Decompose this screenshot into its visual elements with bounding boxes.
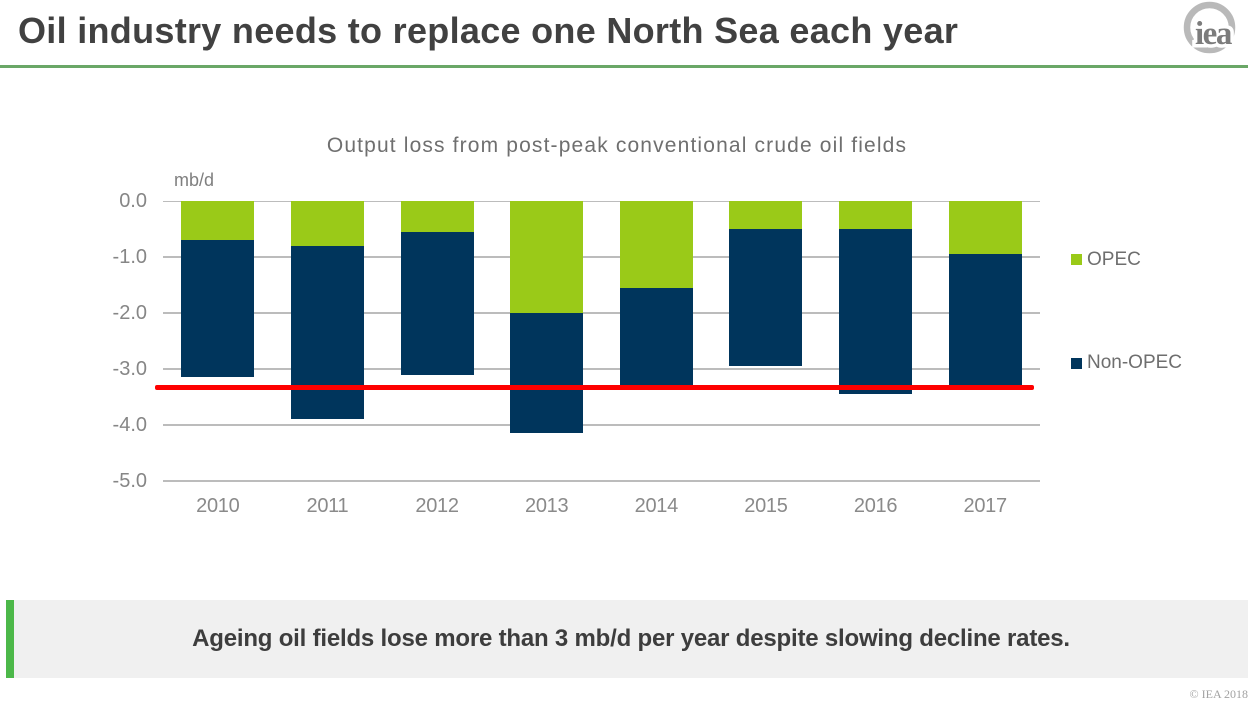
slide-title: Oil industry needs to replace one North … (18, 10, 959, 51)
legend-label-non-opec: Non-OPEC (1087, 352, 1183, 374)
header-rule (0, 65, 1248, 68)
bar-segment-opec-2015 (729, 201, 803, 230)
bar-segment-opec-2016 (839, 201, 913, 230)
bar-segment-non-opec-2012 (400, 232, 474, 375)
iea-logo-halo: iea (1195, 16, 1232, 52)
bar-segment-non-opec-2016 (839, 229, 913, 395)
bar-segment-non-opec-2014 (619, 287, 693, 386)
bar-segment-opec-2017 (948, 201, 1022, 255)
gridline-y-1 (163, 256, 1040, 258)
key-message-text: Ageing oil fields lose more than 3 mb/d … (192, 625, 1070, 652)
gridline-y-2 (163, 312, 1040, 314)
y-tick-label: -4.0 (112, 413, 147, 436)
iea-logo: iea iea (1183, 1, 1237, 56)
bar-segment-opec-2010 (181, 201, 255, 241)
x-tick-label: 2014 (634, 495, 679, 517)
bar-segment-opec-2013 (510, 201, 584, 314)
y-tick-label: -5.0 (112, 469, 147, 492)
x-tick-label: 2012 (415, 495, 459, 517)
x-tick-label: 2015 (744, 495, 788, 517)
y-tick-label: -2.0 (112, 302, 147, 325)
y-axis-unit-label: mb/d (174, 170, 215, 190)
bar-segment-opec-2014 (619, 201, 693, 288)
bar-segment-non-opec-2013 (510, 313, 584, 434)
x-tick-label: 2013 (525, 495, 569, 517)
legend-swatch-non-opec (1071, 357, 1082, 369)
x-tick-label: 2017 (963, 495, 1008, 517)
bar-segment-non-opec-2010 (181, 240, 255, 378)
x-tick-label: 2011 (306, 495, 349, 517)
y-tick-label: -1.0 (112, 246, 147, 269)
gridline-y-5 (163, 480, 1040, 482)
x-tick-label: 2010 (196, 495, 240, 517)
x-tick-label: 2016 (853, 495, 898, 517)
iea-logo-text: iea (1195, 16, 1232, 52)
y-tick-label: -3.0 (112, 358, 147, 380)
copyright-note: © IEA 2018 (1189, 687, 1248, 701)
gridline-y0 (163, 200, 1040, 203)
iea-logo-ring (1183, 1, 1236, 54)
bar-segment-opec-2011 (290, 201, 364, 247)
y-tick-label: 0.0 (119, 190, 147, 213)
chart-title: Output loss from post-peak conventional … (326, 134, 908, 157)
bar-segment-non-opec-2017 (948, 254, 1022, 386)
bar-segment-opec-2012 (400, 201, 474, 233)
gridline-y-3 (163, 368, 1040, 370)
bar-segment-non-opec-2015 (729, 229, 803, 367)
legend-swatch-opec (1071, 254, 1082, 265)
bar-segment-non-opec-2011 (290, 246, 364, 420)
gridline-y-4 (163, 424, 1040, 426)
key-message-banner: Ageing oil fields lose more than 3 mb/d … (6, 600, 1248, 678)
legend-label-opec: OPEC (1087, 248, 1141, 270)
threshold-line (155, 384, 1034, 390)
